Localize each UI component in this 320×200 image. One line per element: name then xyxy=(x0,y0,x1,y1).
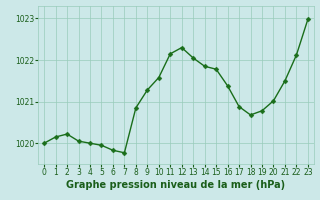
X-axis label: Graphe pression niveau de la mer (hPa): Graphe pression niveau de la mer (hPa) xyxy=(67,180,285,190)
